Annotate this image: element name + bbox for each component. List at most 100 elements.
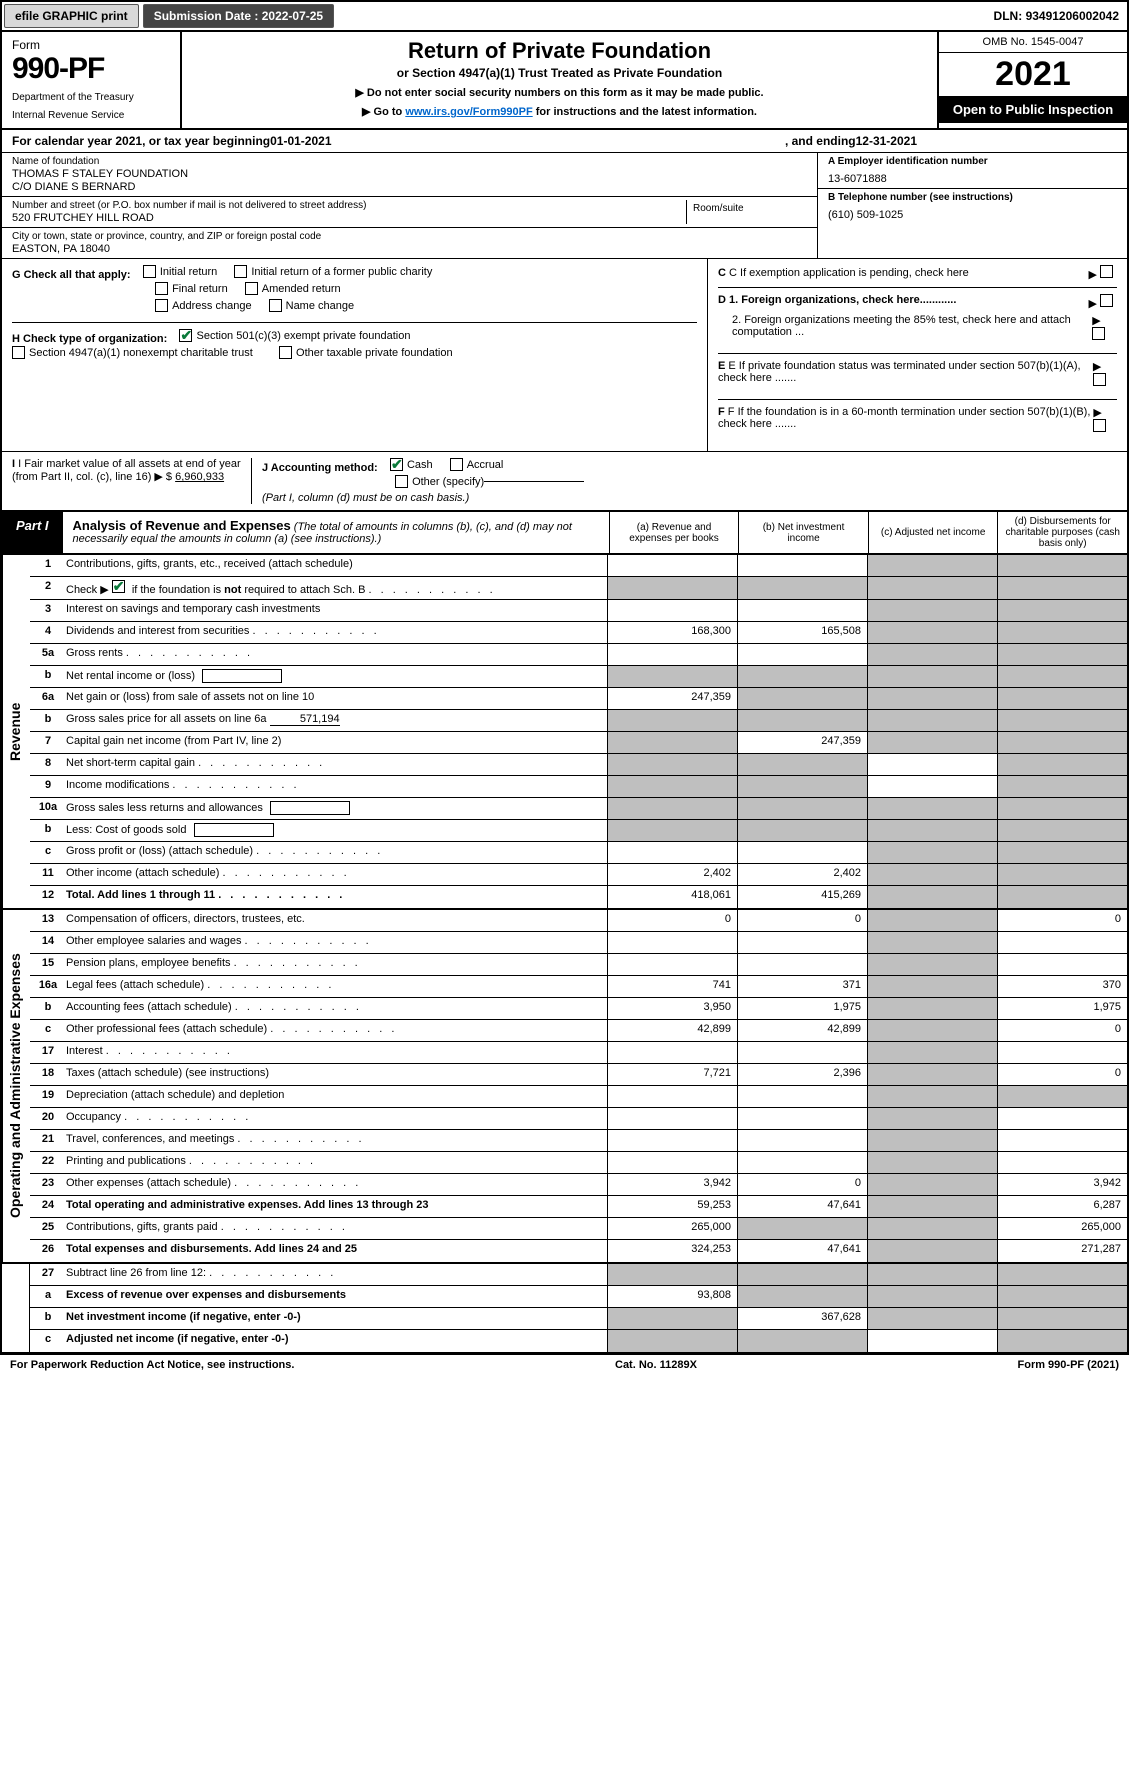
line-row: aExcess of revenue over expenses and dis… xyxy=(30,1286,1127,1308)
val-cell-b xyxy=(737,754,867,775)
val-cell-b xyxy=(737,644,867,665)
line-row: bGross sales price for all assets on lin… xyxy=(30,710,1127,732)
val-cell-a xyxy=(607,754,737,775)
val-cell-a: 0 xyxy=(607,910,737,931)
line-row: 17Interest xyxy=(30,1042,1127,1064)
val-cell-c xyxy=(867,644,997,665)
line-row: 7Capital gain net income (from Part IV, … xyxy=(30,732,1127,754)
expenses-section: Operating and Administrative Expenses 13… xyxy=(2,908,1127,1262)
line-num: 5a xyxy=(30,644,66,665)
j-cash[interactable]: Cash xyxy=(390,458,433,471)
line-row: 18Taxes (attach schedule) (see instructi… xyxy=(30,1064,1127,1086)
h-501c3[interactable]: Section 501(c)(3) exempt private foundat… xyxy=(179,329,410,342)
g-row: G Check all that apply: Initial return I… xyxy=(12,265,697,316)
line-row: 16aLegal fees (attach schedule) 74137137… xyxy=(30,976,1127,998)
val-cell-a xyxy=(607,776,737,797)
line27-section: 27Subtract line 26 from line 12: aExcess… xyxy=(2,1262,1127,1352)
checkbox-icon xyxy=(245,282,258,295)
val-cell-c xyxy=(867,798,997,819)
val-cell-c xyxy=(867,666,997,687)
val-cell-d xyxy=(997,644,1127,665)
val-cell-d xyxy=(997,1108,1127,1129)
line-row: bLess: Cost of goods sold xyxy=(30,820,1127,842)
line-desc: Excess of revenue over expenses and disb… xyxy=(66,1286,607,1307)
h-4947[interactable]: Section 4947(a)(1) nonexempt charitable … xyxy=(12,346,253,359)
g-initial-return[interactable]: Initial return xyxy=(143,265,217,278)
val-cell-d xyxy=(997,1130,1127,1151)
val-cell-a xyxy=(607,732,737,753)
form-subtitle: or Section 4947(a)(1) Trust Treated as P… xyxy=(194,66,925,80)
line-desc: Interest xyxy=(66,1042,607,1063)
line-num: 2 xyxy=(30,577,66,599)
val-cell-d: 0 xyxy=(997,1064,1127,1085)
checkbox-icon[interactable] xyxy=(1093,373,1106,386)
line-desc: Gross sales less returns and allowances xyxy=(66,798,607,819)
line-row: bNet rental income or (loss) xyxy=(30,666,1127,688)
part1-label: Part I xyxy=(2,512,63,553)
j-other[interactable]: Other (specify) xyxy=(395,475,584,488)
line-desc: Gross sales price for all assets on line… xyxy=(66,710,607,731)
form-container: efile GRAPHIC print Submission Date : 20… xyxy=(0,0,1129,1354)
submission-date: 2022-07-25 xyxy=(262,9,323,23)
val-cell-d xyxy=(997,754,1127,775)
h-other-taxable[interactable]: Other taxable private foundation xyxy=(279,346,453,359)
val-cell-c xyxy=(867,998,997,1019)
line-row: 23Other expenses (attach schedule) 3,942… xyxy=(30,1174,1127,1196)
line-num: 26 xyxy=(30,1240,66,1262)
line-row: bAccounting fees (attach schedule) 3,950… xyxy=(30,998,1127,1020)
g-item-5: Name change xyxy=(286,300,355,312)
footer-row: For Paperwork Reduction Act Notice, see … xyxy=(0,1354,1129,1375)
city-block: City or town, state or province, country… xyxy=(2,228,817,258)
checkbox-icon[interactable] xyxy=(1100,265,1113,278)
checkbox-icon[interactable] xyxy=(1092,327,1105,340)
val-cell-d xyxy=(997,1152,1127,1173)
instr-link[interactable]: www.irs.gov/Form990PF xyxy=(405,106,532,118)
line-num: b xyxy=(30,666,66,687)
checkbox-icon[interactable] xyxy=(1093,419,1106,432)
calyear-begin: 01-01-2021 xyxy=(270,134,331,148)
instr2-pre: ▶ Go to xyxy=(362,106,405,118)
line-num: c xyxy=(30,1020,66,1041)
val-cell-d xyxy=(997,622,1127,643)
line-desc: Printing and publications xyxy=(66,1152,607,1173)
line-desc: Total operating and administrative expen… xyxy=(66,1196,607,1217)
line-num: 11 xyxy=(30,864,66,885)
val-cell-b: 247,359 xyxy=(737,732,867,753)
val-cell-b xyxy=(737,1086,867,1107)
val-cell-a xyxy=(607,954,737,975)
g-initial-former[interactable]: Initial return of a former public charit… xyxy=(234,265,432,278)
calyear-prefix: For calendar year 2021, or tax year begi… xyxy=(12,134,270,148)
footer-mid: Cat. No. 11289X xyxy=(615,1359,697,1371)
omb-number: OMB No. 1545-0047 xyxy=(939,32,1127,53)
val-cell-a: 741 xyxy=(607,976,737,997)
name-block: Name of foundation THOMAS F STALEY FOUND… xyxy=(2,153,817,197)
val-cell-a: 7,721 xyxy=(607,1064,737,1085)
line-num: b xyxy=(30,998,66,1019)
submission-btn[interactable]: Submission Date : 2022-07-25 xyxy=(143,4,334,28)
j-accrual[interactable]: Accrual xyxy=(450,458,504,471)
footer-right: Form 990-PF (2021) xyxy=(1018,1359,1119,1371)
part1-title: Analysis of Revenue and Expenses xyxy=(73,518,291,533)
line-row: bNet investment income (if negative, ent… xyxy=(30,1308,1127,1330)
line-row: 26Total expenses and disbursements. Add … xyxy=(30,1240,1127,1262)
revenue-lines: 1Contributions, gifts, grants, etc., rec… xyxy=(30,555,1127,908)
line-num: 8 xyxy=(30,754,66,775)
line-desc: Net short-term capital gain xyxy=(66,754,607,775)
g-final-return[interactable]: Final return xyxy=(155,282,228,295)
expense-lines: 13Compensation of officers, directors, t… xyxy=(30,910,1127,1262)
line-row: 22Printing and publications xyxy=(30,1152,1127,1174)
line-row: 6aNet gain or (loss) from sale of assets… xyxy=(30,688,1127,710)
val-cell-b xyxy=(737,1108,867,1129)
efile-btn[interactable]: efile GRAPHIC print xyxy=(4,4,139,28)
val-cell-c xyxy=(867,1020,997,1041)
g-amended[interactable]: Amended return xyxy=(245,282,341,295)
g-name-change[interactable]: Name change xyxy=(269,299,355,312)
line-num: 10a xyxy=(30,798,66,819)
g-address-change[interactable]: Address change xyxy=(155,299,252,312)
foundation-name-2: C/O DIANE S BERNARD xyxy=(12,181,807,193)
line-row: 2Check ▶ if the foundation is not requir… xyxy=(30,577,1127,600)
h-item-2: Section 4947(a)(1) nonexempt charitable … xyxy=(29,347,253,359)
checkbox-icon[interactable] xyxy=(1100,294,1113,307)
street-block: Number and street (or P.O. box number if… xyxy=(12,200,687,224)
line-desc: Other expenses (attach schedule) xyxy=(66,1174,607,1195)
